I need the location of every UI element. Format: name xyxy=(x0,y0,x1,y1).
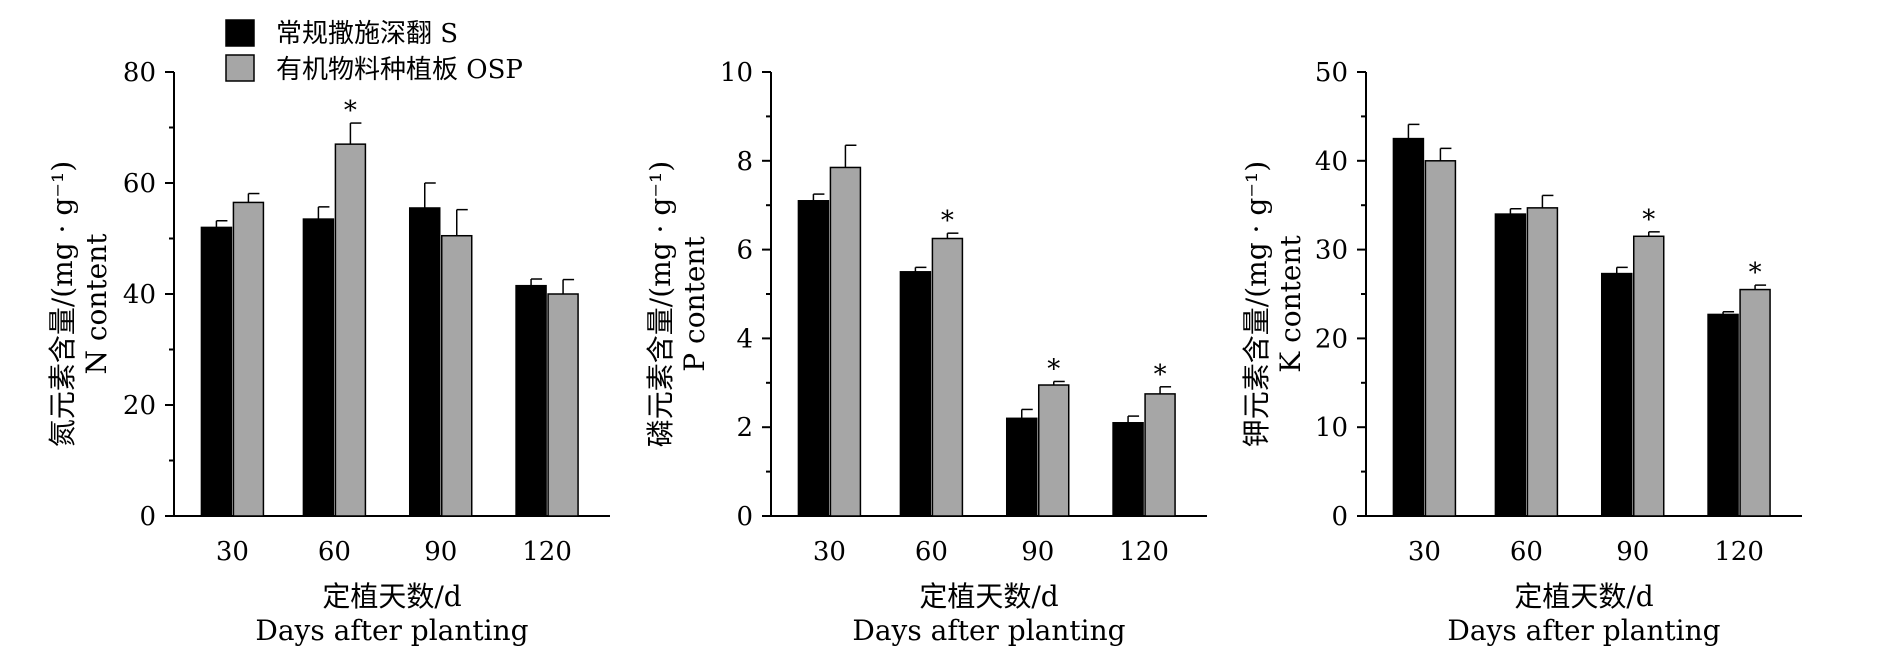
legend-swatch-s xyxy=(225,19,255,47)
legend: 常规撒施深翻 S 有机物料种植板 OSP xyxy=(225,19,523,85)
x-axis-title-en: Days after planting xyxy=(1447,614,1720,647)
x-tick-label: 30 xyxy=(813,537,846,567)
x-tick-label: 30 xyxy=(1408,537,1441,567)
bar-s xyxy=(515,284,547,517)
y-axis-title-zh: 磷元素含量/(mg · g⁻¹) xyxy=(644,161,677,447)
bar-s xyxy=(797,200,830,517)
y-axis-title-en: K content xyxy=(1274,235,1307,373)
bar-osp xyxy=(829,166,862,517)
y-tick-label: 0 xyxy=(1331,502,1348,532)
x-axis-title-en: Days after planting xyxy=(255,614,528,647)
bar-osp xyxy=(1424,160,1457,517)
bar-osp xyxy=(1632,235,1665,517)
x-tick-label: 60 xyxy=(1510,537,1543,567)
x-tick-label: 90 xyxy=(1021,537,1054,567)
x-tick-label: 30 xyxy=(216,537,249,567)
x-tick-label: 120 xyxy=(1119,537,1169,567)
significance-star: * xyxy=(1047,354,1060,384)
significance-star: * xyxy=(941,206,954,236)
y-tick-label: 30 xyxy=(1315,236,1348,266)
bar-s xyxy=(899,271,932,517)
significance-star: * xyxy=(1749,258,1762,288)
y-tick-label: 60 xyxy=(123,169,156,199)
x-axis-title-en: Days after planting xyxy=(852,614,1125,647)
bar-osp xyxy=(334,143,367,517)
y-tick-label: 8 xyxy=(736,147,753,177)
y-tick-label: 40 xyxy=(123,280,156,310)
y-tick-label: 50 xyxy=(1315,58,1348,88)
legend-label-s: 常规撒施深翻 S xyxy=(276,19,458,49)
x-tick-label: 120 xyxy=(522,537,572,567)
significance-star: * xyxy=(344,96,357,126)
bar-s xyxy=(1005,417,1038,517)
bar-s xyxy=(408,207,441,517)
bar-s xyxy=(1392,137,1425,517)
y-tick-label: 4 xyxy=(736,324,753,354)
bar-osp xyxy=(440,234,473,517)
x-tick-label: 120 xyxy=(1714,537,1764,567)
y-tick-label: 2 xyxy=(736,413,753,443)
y-tick-label: 20 xyxy=(1315,324,1348,354)
bar-s xyxy=(302,218,335,517)
bar-osp xyxy=(1739,288,1771,517)
bar-s xyxy=(1707,313,1739,517)
x-axis-title-zh: 定植天数/d xyxy=(322,580,461,613)
y-axis-title-zh: 钾元素含量/(mg · g⁻¹) xyxy=(1240,161,1273,447)
significance-star: * xyxy=(1154,360,1167,390)
x-axis-title-zh: 定植天数/d xyxy=(919,580,1058,613)
bar-osp xyxy=(1526,207,1559,517)
x-tick-label: 90 xyxy=(1616,537,1649,567)
y-tick-label: 10 xyxy=(720,58,753,88)
y-axis-title-en: N content xyxy=(80,233,113,375)
bar-s xyxy=(200,226,233,517)
significance-star: * xyxy=(1642,205,1655,235)
bar-osp xyxy=(1144,393,1176,517)
bar-s xyxy=(1494,213,1527,517)
y-tick-label: 20 xyxy=(123,391,156,421)
y-tick-label: 0 xyxy=(736,502,753,532)
bar-s xyxy=(1112,422,1144,517)
bar-osp xyxy=(547,293,579,517)
y-tick-label: 80 xyxy=(123,58,156,88)
x-axis-title-zh: 定植天数/d xyxy=(1514,580,1653,613)
bar-osp xyxy=(1037,384,1070,517)
legend-label-osp: 有机物料种植板 OSP xyxy=(276,55,523,85)
x-tick-label: 60 xyxy=(318,537,351,567)
y-tick-label: 40 xyxy=(1315,147,1348,177)
y-axis-title-en: P content xyxy=(678,236,711,372)
y-tick-label: 0 xyxy=(139,502,156,532)
y-tick-label: 10 xyxy=(1315,413,1348,443)
y-tick-label: 6 xyxy=(736,236,753,266)
y-axis-title-zh: 氮元素含量/(mg · g⁻¹) xyxy=(46,161,79,447)
legend-swatch-osp xyxy=(225,54,255,82)
x-tick-label: 60 xyxy=(915,537,948,567)
bar-osp xyxy=(232,201,265,517)
bar-s xyxy=(1600,272,1633,517)
bar-osp xyxy=(931,237,964,517)
x-tick-label: 90 xyxy=(424,537,457,567)
